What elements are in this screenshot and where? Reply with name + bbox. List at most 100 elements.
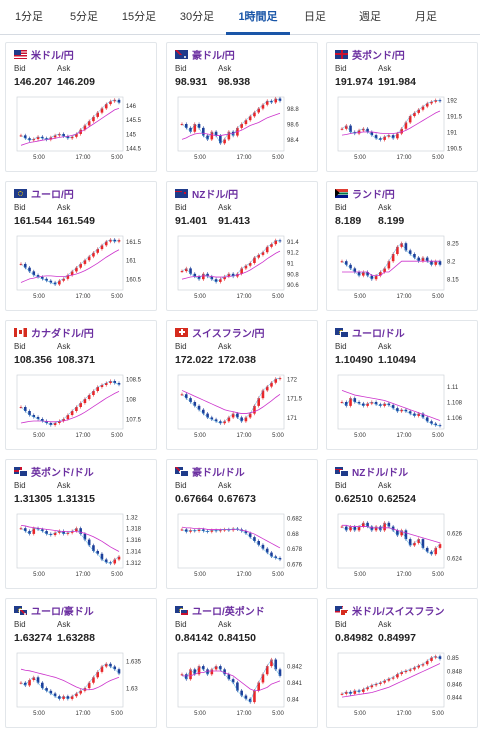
y-tick-label: 145.5 bbox=[126, 118, 142, 124]
currency-card[interactable]: ランド/円 Bid Ask 8.189 8.199 8.25 8.2 8.15 5:00 17:0… bbox=[326, 181, 478, 311]
candle-body bbox=[214, 530, 218, 532]
x-tick-label: 17:00 bbox=[75, 155, 91, 161]
pair-name-link[interactable]: ユーロ/英ポンド bbox=[192, 606, 265, 618]
price-chart[interactable]: 1.11 1.108 1.106 5:00 17:00 5:00 bbox=[332, 373, 476, 445]
candle-body bbox=[261, 544, 265, 549]
candle-body bbox=[270, 552, 273, 557]
pair-name-link[interactable]: 米ドル/円 bbox=[31, 50, 74, 62]
candle-body bbox=[344, 402, 348, 406]
x-tick-label: 5:00 bbox=[111, 572, 123, 578]
timeframe-tabs: 1分足 5分足 15分足 30分足 1時間足 日足 週足 月足 bbox=[0, 0, 480, 35]
x-tick-label: 5:00 bbox=[272, 433, 284, 439]
candle-body bbox=[41, 276, 44, 279]
x-tick-label: 17:00 bbox=[396, 711, 412, 717]
candle-body bbox=[387, 403, 391, 406]
currency-card[interactable]: ユーロ/ドル Bid Ask 1.10490 1.10494 1.11 1.108 1.106… bbox=[326, 320, 478, 450]
price-chart[interactable]: 8.25 8.2 8.15 5:00 17:00 5:00 bbox=[332, 234, 476, 306]
currency-card[interactable]: 豪ドル/ドル Bid Ask 0.67664 0.67673 0.682 0.68 0.678… bbox=[166, 459, 318, 589]
price-chart[interactable]: 161.5 161 160.5 5:00 17:00 5:00 bbox=[11, 234, 155, 306]
pair-name-link[interactable]: 英ポンド/円 bbox=[352, 50, 405, 62]
price-chart[interactable]: 172 171.5 171 5:00 17:00 5:00 bbox=[172, 373, 316, 445]
currency-card[interactable]: NZドル/円 Bid Ask 91.401 91.413 91.4 91.2 91 90.8 90… bbox=[166, 181, 318, 311]
currency-card[interactable]: NZドル/ドル Bid Ask 0.62510 0.62524 0.626 0.624 5:0… bbox=[326, 459, 478, 589]
pair-name-link[interactable]: 米ドル/スイスフラン bbox=[352, 606, 445, 618]
y-tick-label: 8.25 bbox=[447, 242, 459, 248]
price-chart[interactable]: 108.5 108 107.5 5:00 17:00 5:00 bbox=[11, 373, 155, 445]
candle-body bbox=[79, 403, 82, 407]
price-chart[interactable]: 98.8 98.6 98.4 5:00 17:00 5:00 bbox=[172, 95, 316, 167]
candle-body bbox=[206, 413, 209, 418]
tab-8[interactable]: 月足 bbox=[415, 11, 437, 23]
candle-body bbox=[184, 394, 188, 399]
candle-body bbox=[53, 423, 57, 425]
tab-2[interactable]: 5分足 bbox=[69, 11, 99, 23]
ask-value: 108.371 bbox=[57, 354, 95, 366]
candle-body bbox=[240, 417, 243, 422]
pair-name-link[interactable]: 豪ドル/円 bbox=[192, 50, 235, 62]
pair-name-link[interactable]: カナダドル/円 bbox=[31, 328, 94, 340]
pair-name-link[interactable]: ユーロ/ドル bbox=[352, 328, 405, 340]
currency-card[interactable]: 米ドル/円 Bid Ask 146.207 146.209 146 145.5 145 144.… bbox=[5, 42, 157, 172]
price-chart[interactable]: 0.85 0.848 0.846 0.844 5:00 17:00 5:00 bbox=[332, 651, 476, 723]
price-line bbox=[20, 239, 120, 285]
x-tick-label: 5:00 bbox=[354, 433, 366, 439]
tab-4[interactable]: 30分足 bbox=[179, 11, 215, 23]
pair-name-link[interactable]: ユーロ/円 bbox=[31, 189, 74, 201]
candle-body bbox=[109, 562, 112, 564]
currency-card[interactable]: 英ポンド/円 Bid Ask 191.974 191.984 192 191.5 191 190… bbox=[326, 42, 478, 172]
currency-card[interactable]: ユーロ/豪ドル Bid Ask 1.63274 1.63288 1.635 1.63 5:00… bbox=[5, 598, 157, 728]
candle-body bbox=[244, 695, 248, 699]
candle-body bbox=[189, 669, 192, 680]
currency-card[interactable]: スイスフラン/円 Bid Ask 172.022 172.038 172 171.5 171 5… bbox=[166, 320, 318, 450]
currency-card[interactable]: 豪ドル/円 Bid Ask 98.931 98.938 98.8 98.6 98.4 5:00 1… bbox=[166, 42, 318, 172]
currency-card[interactable]: 米ドル/スイスフラン Bid Ask 0.84982 0.84997 0.85 0.848 0… bbox=[326, 598, 478, 728]
tab-1[interactable]: 1分足 bbox=[14, 11, 44, 23]
candle-body bbox=[265, 666, 269, 675]
currency-card[interactable]: 英ポンド/ドル Bid Ask 1.31305 1.31315 1.32 1.318 1.31… bbox=[5, 459, 157, 589]
tab-3[interactable]: 15分足 bbox=[121, 11, 157, 23]
pair-name-link[interactable]: NZドル/円 bbox=[192, 189, 239, 201]
tab-6[interactable]: 日足 bbox=[304, 11, 326, 23]
bid-value: 0.67664 bbox=[175, 493, 213, 505]
candle-body bbox=[117, 383, 121, 385]
currency-card[interactable]: ユーロ/英ポンド Bid Ask 0.84142 0.84150 0.842 0.841 0.… bbox=[166, 598, 318, 728]
ask-label: Ask bbox=[218, 620, 232, 629]
candle-body bbox=[430, 551, 433, 555]
y-tick-label: 1.63 bbox=[126, 687, 138, 693]
x-tick-label: 5:00 bbox=[354, 294, 366, 300]
price-chart[interactable]: 0.626 0.624 5:00 17:00 5:00 bbox=[332, 512, 476, 584]
pair-name-link[interactable]: 英ポンド/ドル bbox=[31, 467, 94, 479]
flag-icon bbox=[14, 327, 27, 337]
pair-name-link[interactable]: 豪ドル/ドル bbox=[192, 467, 245, 479]
candle-body bbox=[45, 138, 48, 140]
candle-body bbox=[248, 263, 252, 266]
plot-frame bbox=[177, 96, 285, 152]
candle-body bbox=[366, 403, 369, 406]
flag-icon bbox=[14, 49, 27, 59]
candle-body bbox=[45, 278, 48, 281]
pair-name-link[interactable]: ランド/円 bbox=[352, 189, 395, 201]
tab-7[interactable]: 週足 bbox=[359, 11, 381, 23]
y-tick-label: 1.108 bbox=[447, 401, 463, 407]
price-chart[interactable]: 1.635 1.63 5:00 17:00 5:00 bbox=[11, 651, 155, 723]
pair-name-link[interactable]: NZドル/ドル bbox=[352, 467, 409, 479]
candle-body bbox=[257, 398, 260, 406]
pair-name-link[interactable]: スイスフラン/円 bbox=[192, 328, 265, 340]
x-tick-label: 5:00 bbox=[111, 433, 123, 439]
candle-body bbox=[387, 522, 391, 527]
price-chart[interactable]: 0.842 0.841 0.84 5:00 17:00 5:00 bbox=[172, 651, 316, 723]
tab-5[interactable]: 1時間足 bbox=[226, 0, 290, 35]
x-tick-label: 17:00 bbox=[236, 433, 252, 439]
moving-average-line bbox=[341, 663, 441, 698]
candle-body bbox=[400, 243, 403, 247]
pair-name-link[interactable]: ユーロ/豪ドル bbox=[31, 606, 94, 618]
currency-card[interactable]: カナダドル/円 Bid Ask 108.356 108.371 108.5 108 107.5… bbox=[5, 320, 157, 450]
candle-body bbox=[253, 257, 256, 263]
x-tick-label: 5:00 bbox=[111, 294, 123, 300]
currency-card[interactable]: ユーロ/円 Bid Ask 161.544 161.549 161.5 161 160.5 5:… bbox=[5, 181, 157, 311]
